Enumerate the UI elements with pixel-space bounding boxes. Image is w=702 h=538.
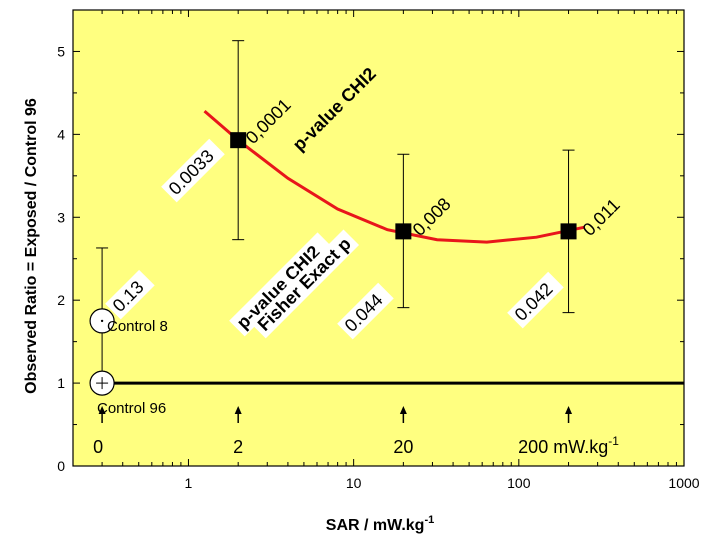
plot-frame (72, 9, 685, 467)
x-axis-title: SAR / mW.kg-1 (326, 514, 434, 534)
data-point-2 (560, 223, 577, 240)
y-tick-label: 4 (57, 126, 65, 142)
y-tick-label: 3 (57, 209, 65, 225)
control-8-marker-dot (100, 319, 104, 323)
arrow-label-1: 2 (233, 437, 243, 457)
arrow-head-3 (565, 406, 573, 414)
p-fisher-value-0-box (161, 138, 225, 203)
y-axis-title: Observed Ratio = Exposed / Control 96 (23, 98, 40, 394)
p-fisher-value-2-box (507, 271, 564, 329)
data-point-0 (230, 132, 247, 149)
y-tick-label: 1 (57, 375, 65, 391)
arrow-head-0 (98, 406, 106, 414)
y-tick-label: 2 (57, 292, 65, 308)
control-8-label: Control 8 (107, 318, 168, 335)
x-tick-label: 10 (346, 475, 362, 491)
p-fisher-value-1-box (337, 282, 394, 340)
arrow-head-1 (234, 406, 242, 414)
control-96-label: Control 96 (97, 400, 166, 417)
x-tick-label: 1 (185, 475, 193, 491)
y-tick-label: 5 (57, 43, 65, 59)
arrow-head-2 (399, 406, 407, 414)
control-p-value-box (105, 269, 155, 320)
y-tick-label: 0 (57, 458, 65, 474)
data-point-1 (395, 223, 412, 240)
arrow-label-3: 200 mW.kg-1 (518, 434, 619, 457)
fit-curve (203, 109, 585, 244)
x-tick-label: 100 (507, 475, 531, 491)
x-tick-label: 1000 (668, 475, 699, 491)
arrow-label-0: 0 (93, 437, 103, 457)
plot-area (73, 10, 684, 466)
arrow-label-2: 20 (393, 437, 413, 457)
